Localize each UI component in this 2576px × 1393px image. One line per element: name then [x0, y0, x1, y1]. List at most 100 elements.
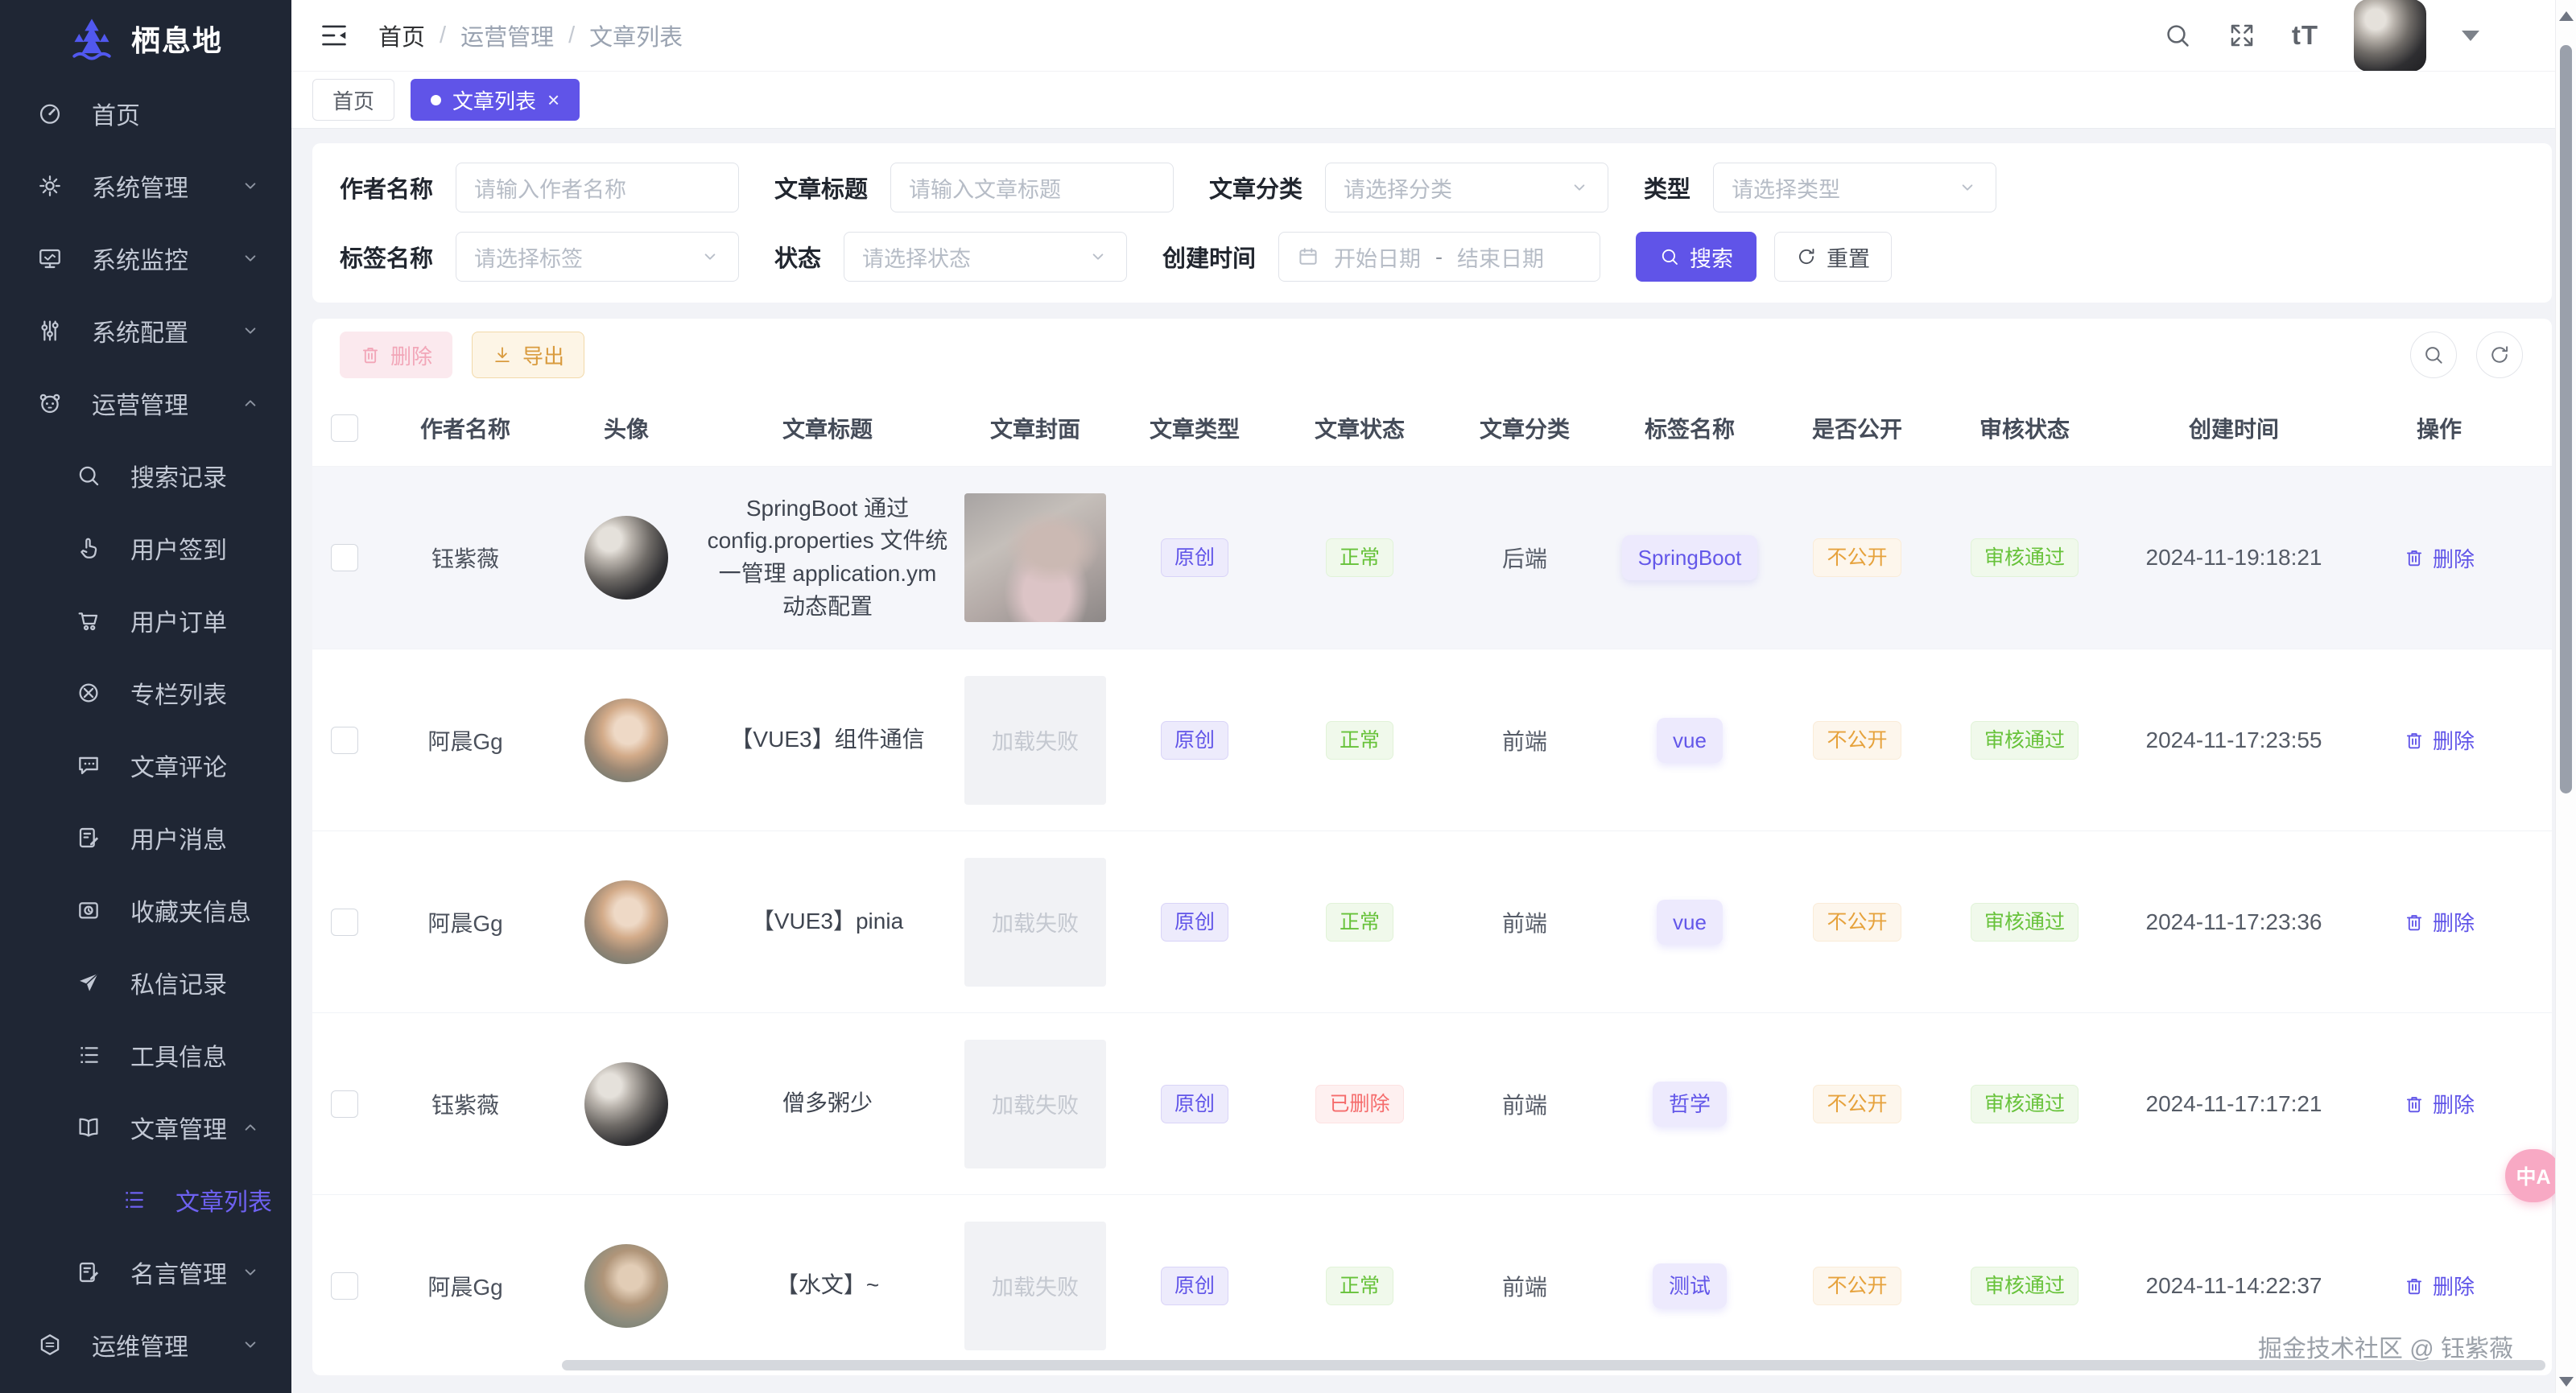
fullscreen-icon[interactable]	[2227, 21, 2256, 50]
sidebar-item[interactable]: 工具信息	[0, 1019, 291, 1091]
row-checkbox[interactable]	[331, 1271, 358, 1300]
action-cell: 删除	[2359, 1089, 2520, 1119]
row-checkbox[interactable]	[331, 908, 358, 936]
download-icon	[492, 344, 513, 365]
scroll-up-arrow-icon[interactable]	[2559, 11, 2574, 21]
search-icon	[2422, 344, 2445, 366]
filter-text-input[interactable]: 请输入作者名称	[456, 163, 740, 212]
tag-cell: 测试	[1605, 1263, 1774, 1309]
audit-cell: 审核通过	[1940, 538, 2109, 577]
quote-edit-icon	[79, 1262, 99, 1283]
sidebar-item[interactable]: 系统监控	[0, 222, 291, 295]
vertical-scrollbar[interactable]	[2555, 0, 2576, 1393]
search-button[interactable]: 搜索	[1636, 232, 1757, 282]
sidebar-item[interactable]: 运营管理	[0, 367, 291, 439]
sidebar-item[interactable]: 首页	[0, 77, 291, 150]
sidebar-item[interactable]: 系统配置	[0, 295, 291, 367]
sidebar-item[interactable]: 文章评论	[0, 729, 291, 802]
table-row[interactable]: 钰紫薇 SpringBoot 通过 config.properties 文件统一管…	[312, 467, 2552, 649]
scroll-down-arrow-icon[interactable]	[2559, 1377, 2574, 1387]
sidebar-item[interactable]: 系统管理	[0, 150, 291, 222]
vertical-scrollbar-thumb[interactable]	[2560, 45, 2572, 793]
sidebar-item[interactable]: 用户消息	[0, 802, 291, 874]
search-icon[interactable]	[2163, 21, 2192, 50]
breadcrumb-item[interactable]: 运营管理	[460, 25, 555, 51]
visibility-badge: 不公开	[1813, 902, 1901, 942]
font-size-icon[interactable]: tT	[2291, 20, 2318, 50]
tab-close-icon[interactable]: ×	[547, 88, 560, 112]
sidebar-item[interactable]: 用户订单	[0, 584, 291, 657]
table-row[interactable]: 阿晨Gg 【VUE3】组件通信 加载失败 原创 正常 前端 vue 不公开 审核通过 2024-1…	[312, 649, 2552, 830]
visibility-cell: 不公开	[1774, 902, 1940, 942]
tab[interactable]: 文章列表 ×	[411, 79, 580, 121]
reset-button[interactable]: 重置	[1774, 232, 1893, 282]
compass-icon	[79, 683, 98, 703]
row-delete-button[interactable]: 删除	[2404, 1271, 2475, 1300]
filter-select[interactable]: 请选择类型	[1713, 163, 1997, 212]
article-list-icon	[126, 1192, 143, 1208]
breadcrumb-item[interactable]: 首页	[378, 25, 426, 51]
row-delete-button[interactable]: 删除	[2404, 543, 2475, 573]
category-text: 前端	[1501, 1092, 1547, 1118]
column-header: 头像	[603, 416, 649, 442]
avatar-cell	[554, 880, 699, 964]
delete-button[interactable]: 删除	[340, 332, 453, 378]
row-checkbox[interactable]	[331, 544, 358, 571]
table-row[interactable]: 钰紫薇 僧多粥少 加载失败 原创 已删除 前端 哲学 不公开 审核通过 2024-11-17:17…	[312, 1012, 2552, 1194]
row-delete-button[interactable]: 删除	[2404, 725, 2475, 755]
row-delete-button[interactable]: 删除	[2404, 907, 2475, 937]
table-row[interactable]: 阿晨Gg 【水文】~ 加载失败 原创 正常 前端 测试 不公开 审核通过 2024-11-14:2…	[312, 1194, 2552, 1375]
search-icon[interactable]	[2163, 21, 2192, 50]
trash-icon	[2406, 550, 2422, 567]
user-avatar[interactable]	[2354, 0, 2426, 72]
sidebar-item[interactable]: 用户签到	[0, 512, 291, 584]
sidebar-item[interactable]: 运维管理	[0, 1309, 291, 1381]
type-badge: 原创	[1160, 1084, 1228, 1123]
select-all-checkbox[interactable]	[331, 414, 358, 442]
filter-select[interactable]: 请选择分类	[1325, 163, 1609, 212]
visibility-cell: 不公开	[1774, 1084, 1940, 1123]
table-refresh-button[interactable]	[2476, 332, 2523, 378]
table-row[interactable]: 阿晨Gg 【VUE3】pinia 加载失败 原创 正常 前端 vue 不公开 审核通过 2024-…	[312, 830, 2552, 1012]
sidebar-item[interactable]: 搜索记录	[0, 439, 291, 512]
filter-field: 作者名称 请输入作者名称	[340, 163, 740, 212]
sidebar-item-label: 系统配置	[92, 320, 188, 347]
fullscreen-icon[interactable]	[2227, 21, 2256, 50]
sidebar-item[interactable]: 名言管理	[0, 1236, 291, 1309]
menu-fold-icon[interactable]	[319, 20, 349, 51]
caret-down-icon[interactable]	[2462, 30, 2479, 41]
filter-select[interactable]: 请选择状态	[844, 232, 1128, 282]
filter-field: 文章标题 请输入文章标题	[774, 163, 1174, 212]
type-cell: 原创	[1114, 720, 1275, 760]
row-checkbox[interactable]	[331, 726, 358, 754]
filter-text-input[interactable]: 请输入文章标题	[890, 163, 1174, 212]
date-range-picker[interactable]: 开始日期 - 结束日期	[1278, 232, 1601, 282]
tab[interactable]: 首页	[312, 79, 395, 121]
column-header: 创建时间	[2188, 416, 2279, 442]
export-button[interactable]: 导出	[472, 332, 585, 378]
sidebar-item[interactable]: 文章列表	[0, 1164, 291, 1236]
status-badge: 正常	[1325, 720, 1393, 760]
tabs-bar: 首页 文章列表 ×	[291, 71, 2576, 129]
menu-fold-icon[interactable]	[319, 20, 349, 51]
app-logo[interactable]: 栖息地	[0, 0, 291, 77]
sidebar-item[interactable]: 文章管理	[0, 1091, 291, 1164]
row-checkbox[interactable]	[331, 1090, 358, 1118]
horizontal-scrollbar-thumb[interactable]	[562, 1360, 2545, 1370]
row-delete-button[interactable]: 删除	[2404, 1089, 2475, 1119]
filter-select[interactable]: 请选择标签	[456, 232, 740, 282]
hexagon-icon	[40, 1334, 60, 1355]
tag-chip: 测试	[1652, 1263, 1727, 1309]
sidebar-item[interactable]: 专栏列表	[0, 657, 291, 729]
sidebar-item[interactable]: 私信记录	[0, 946, 291, 1019]
filter-row: 作者名称 请输入作者名称 文章标题 请输入文章标题 文章分类 请选择分类 类型 请选择类型	[340, 163, 2524, 212]
sidebar-item-label: 运维管理	[92, 1334, 188, 1361]
breadcrumb-item[interactable]: 文章列表	[589, 25, 683, 51]
author-cell: 阿晨Gg	[427, 910, 503, 936]
translate-fab[interactable]: 中A	[2505, 1149, 2562, 1202]
status-badge: 正常	[1325, 1266, 1393, 1305]
sidebar-item[interactable]: 收藏夹信息	[0, 874, 291, 946]
chevron-down-icon	[704, 253, 716, 260]
table-search-button[interactable]	[2410, 332, 2457, 378]
